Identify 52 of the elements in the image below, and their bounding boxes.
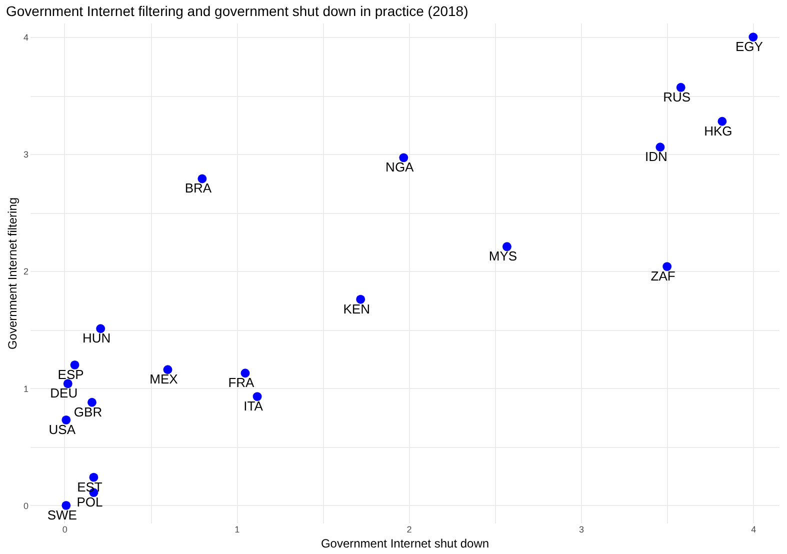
annotation: ESP [58, 366, 84, 382]
annotation: IDN [645, 149, 668, 164]
point [662, 262, 672, 272]
y-tick-label: 2 [23, 266, 28, 277]
y-axis-title: Government Internet filtering [5, 197, 20, 350]
point [502, 242, 512, 252]
annotation: POL [76, 494, 103, 510]
chart-title: Government Internet filtering and government shut down in practice (2018) [6, 3, 468, 19]
point [88, 398, 96, 407]
point [356, 294, 366, 304]
point [252, 392, 262, 401]
annotation: HUN [82, 330, 111, 346]
point [676, 82, 686, 92]
y-tick-label: 1 [23, 384, 28, 394]
point [163, 365, 172, 374]
annotation: ITA [244, 398, 264, 414]
point [89, 472, 98, 482]
point [240, 368, 250, 378]
x-tick-label: 0 [62, 524, 68, 534]
x-axis-title: Government Internet shut down [320, 536, 490, 550]
point [718, 116, 727, 126]
x-tick-label: 4 [751, 524, 756, 534]
point [399, 153, 408, 162]
point [198, 174, 207, 184]
point [62, 415, 71, 424]
annotation: RUS [663, 89, 691, 104]
annotation: GBR [74, 404, 102, 420]
annotation: FRA [228, 375, 255, 390]
point [96, 324, 106, 334]
annotation: KEN [343, 301, 370, 316]
annotation: USA [48, 422, 76, 437]
x-tick-label: 2 [406, 524, 412, 534]
annotation: HKG [704, 123, 732, 138]
x-tick-label: 1 [234, 524, 240, 534]
annotation: MYS [488, 248, 518, 264]
annotation: EST [77, 479, 102, 494]
point [656, 142, 665, 152]
annotation: ZAF [650, 268, 676, 284]
point [63, 379, 72, 388]
annotation: DEU [50, 386, 78, 401]
y-tick-label: 4 [23, 32, 28, 43]
annotation: EGY [735, 39, 764, 54]
annotation: MEX [150, 372, 178, 387]
annotation: BRA [184, 180, 212, 196]
point [70, 360, 80, 370]
y-tick-label: 3 [23, 150, 28, 160]
point [62, 500, 71, 510]
point [748, 32, 758, 42]
x-tick-label: 3 [578, 524, 584, 534]
annotation: NGA [386, 160, 414, 175]
annotation: SWE [47, 507, 78, 522]
y-tick-label: 0 [23, 500, 28, 511]
